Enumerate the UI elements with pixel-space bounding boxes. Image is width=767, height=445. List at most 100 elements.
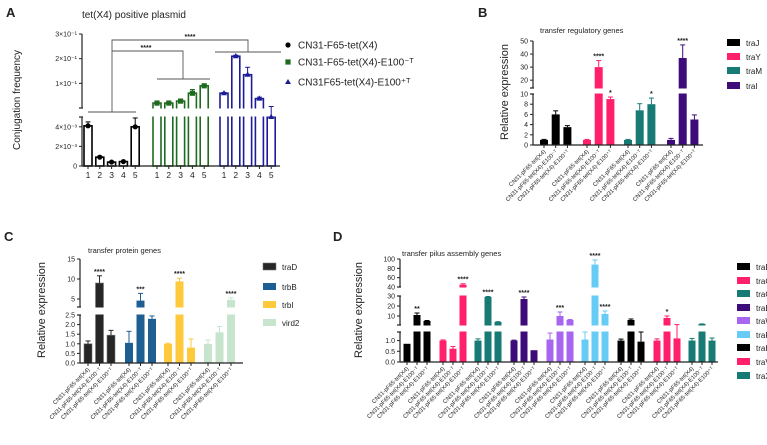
significance-label: ****: [483, 290, 494, 297]
bar: [494, 322, 502, 362]
y-tick-label: 2.0: [65, 322, 75, 329]
y-tick-label: 10: [387, 314, 395, 321]
data-point-square: [154, 100, 160, 106]
bar: [136, 300, 145, 363]
y-tick-label: 30: [387, 294, 395, 301]
y-tick-label: 4: [524, 122, 528, 129]
panel-label-a: A: [6, 5, 16, 20]
bar: [653, 340, 661, 362]
bar: [413, 315, 421, 362]
bar: [83, 343, 93, 364]
bar: [83, 125, 93, 167]
bar: [530, 350, 538, 362]
bar: [403, 343, 411, 362]
y-tick-label: 30: [520, 65, 528, 72]
significance-label: ****: [141, 45, 152, 52]
chart-title-a: tet(X4) positive plasmid: [82, 10, 186, 21]
significance-label: ****: [185, 34, 196, 41]
bar: [606, 99, 615, 145]
legend-swatch: [737, 263, 750, 270]
bar: [591, 264, 599, 362]
bar: [449, 348, 457, 362]
significance-label: ****: [174, 271, 185, 278]
bar: [204, 343, 212, 363]
legend-label: vird2: [282, 319, 300, 328]
x-tick-label: 3: [245, 170, 250, 180]
significance-label: *: [666, 309, 669, 316]
x-tick-label: 5: [269, 170, 274, 180]
data-point-circle: [97, 154, 103, 160]
bar: [617, 340, 625, 362]
bar: [673, 338, 681, 362]
legend-label: traI: [746, 82, 758, 91]
legend-marker-circle: [285, 42, 291, 48]
x-tick-label: 2: [97, 170, 102, 180]
data-point-circle: [132, 124, 138, 130]
legend-label: traW: [756, 317, 767, 326]
bar: [678, 57, 687, 145]
bar: [242, 73, 253, 167]
data-point-square: [178, 98, 184, 104]
y-tick-label: 1.0: [385, 338, 395, 345]
y-tick-label: 0: [73, 164, 77, 171]
legend-label: traY: [746, 53, 761, 62]
significance-label: ***: [136, 286, 144, 293]
bar: [624, 139, 632, 145]
y-tick-label: 50: [520, 39, 528, 46]
significance-label: *: [609, 90, 612, 97]
y-tick-label: 1.5: [65, 332, 75, 339]
significance-label: ****: [600, 304, 611, 311]
bar: [663, 318, 671, 362]
y-axis-label-d: Relative expression: [353, 262, 365, 358]
legend-swatch: [737, 317, 750, 324]
bar: [175, 281, 184, 363]
y-tick-label: 2×10⁻³: [55, 144, 77, 151]
bar: [627, 320, 635, 362]
y-tick-label: 10: [67, 277, 75, 284]
y-tick-label: 0.0: [65, 361, 75, 368]
significance-label: ****: [590, 253, 601, 260]
bar: [510, 340, 518, 362]
legend-label: trbI: [282, 301, 294, 310]
bar: [164, 343, 172, 363]
axis-break-gap: [401, 287, 729, 296]
y-tick-label: 15: [67, 257, 75, 264]
significance-label: ****: [458, 277, 469, 284]
chart-title-c: transfer protein genes: [88, 246, 161, 255]
legend-swatch: [263, 319, 276, 326]
bar: [688, 340, 696, 362]
y-tick-label: 5: [71, 297, 75, 304]
legend-label: traP: [756, 331, 767, 340]
legend-swatch: [737, 372, 750, 379]
data-point-circle: [85, 123, 91, 129]
legend-label: traG: [756, 290, 767, 299]
bar: [667, 139, 675, 145]
x-tick-label: 4: [121, 170, 126, 180]
y-tick-label: 10: [520, 92, 528, 99]
legend-swatch: [737, 304, 750, 311]
x-tick-label: 1: [86, 170, 91, 180]
bar: [187, 347, 195, 363]
significance-label: ****: [226, 291, 237, 298]
significance-label: **: [414, 306, 420, 313]
y-tick-label: 80: [387, 266, 395, 273]
legend-label: traE: [756, 304, 767, 313]
legend-swatch: [262, 262, 277, 271]
legend-swatch: [727, 39, 740, 46]
y-tick-label: 1.0: [65, 341, 75, 348]
y-tick-label: 100: [383, 257, 395, 264]
y-tick-label: 60: [387, 275, 395, 282]
bar: [95, 282, 104, 364]
significance-label: ****: [677, 38, 688, 45]
data-point-triangle: [256, 95, 263, 101]
bar: [215, 332, 224, 363]
bar: [459, 284, 467, 362]
legend-label: CN31F65-tet(X4)-E100⁺ᵀ: [298, 78, 411, 89]
bar: [594, 67, 603, 145]
bar: [474, 340, 482, 362]
bar: [423, 321, 431, 362]
bar: [439, 340, 447, 362]
y-tick-label: 2.5: [65, 313, 75, 320]
bracket-comparison-1-3: [111, 39, 249, 112]
